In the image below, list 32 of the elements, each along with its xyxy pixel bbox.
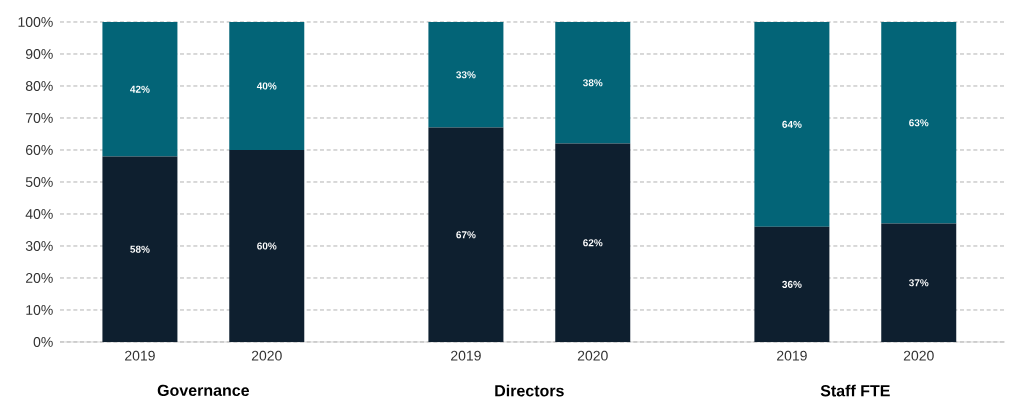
data-label: 67% [456,231,476,239]
data-label: 60% [257,242,277,250]
data-label: 63% [909,119,929,127]
x-tick-label: 2020 [251,350,282,361]
data-label: 42% [130,85,150,93]
data-label: 40% [256,82,277,90]
data-label: 62% [583,239,603,247]
x-tick-label: 2020 [903,350,934,361]
y-tick-label: 30% [25,241,53,251]
x-tick-label: 2019 [451,350,481,361]
data-label: 58% [130,245,150,253]
y-tick-label: 90% [25,49,53,59]
y-tick-label: 10% [26,305,53,315]
y-tick-label: 80% [25,81,53,91]
text: Governance [157,384,250,397]
y-tick-label: 50% [25,177,53,187]
text: Directors [495,384,564,397]
data-label: 64% [782,120,802,128]
y-tick-label: 100% [18,17,53,27]
y-tick-label: 20% [26,273,53,283]
data-label: 38% [582,79,603,87]
x-tick-label: 2019 [125,350,155,361]
data-label: 37% [908,279,929,287]
x-tick-label: 2020 [577,350,608,361]
y-tick-label: 0% [33,337,53,347]
y-tick-label: 60% [26,145,53,155]
x-tick-label: 2019 [777,350,807,361]
y-tick-label: 40% [25,209,53,219]
text: Staff FTE [820,384,890,397]
data-label: 36% [782,280,802,288]
data-label: 33% [456,71,476,79]
y-tick-label: 70% [26,113,53,123]
